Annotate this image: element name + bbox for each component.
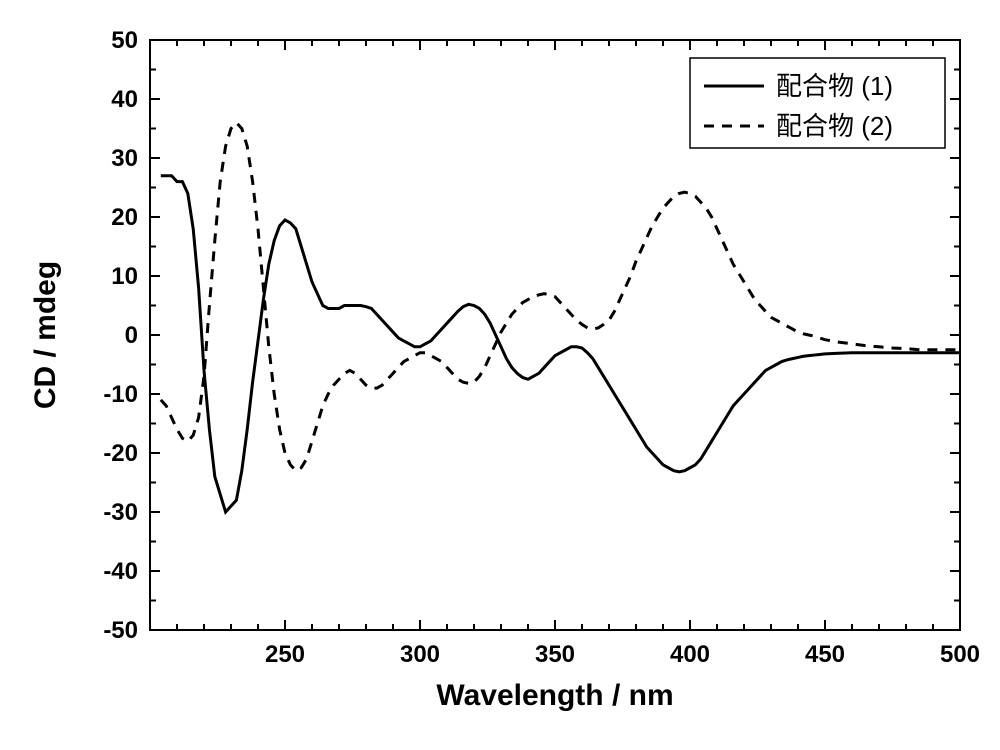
x-axis-label: Wavelength / nm — [436, 679, 673, 712]
y-tick-label: -40 — [103, 558, 138, 585]
x-tick-label: 400 — [670, 641, 710, 668]
x-tick-label: 450 — [805, 641, 845, 668]
series-1 — [161, 176, 960, 512]
cd-spectrum-chart: 250 300 350 400 450 500 -50 -40 -30 -20 -10 0 10 20 30… — [0, 0, 1000, 750]
y-tick-label: -20 — [103, 440, 138, 467]
y-tick-label: 10 — [111, 263, 138, 290]
y-axis-label: CD / mdeg — [29, 261, 62, 409]
y-tick-label: -10 — [103, 381, 138, 408]
y-tick-label: 40 — [111, 86, 138, 113]
x-tick-label: 250 — [265, 641, 305, 668]
legend-label-1: 配合物 (1) — [776, 71, 893, 101]
y-tick-label: 30 — [111, 145, 138, 172]
y-tick-label: -50 — [103, 617, 138, 644]
chart-svg: 250 300 350 400 450 500 -50 -40 -30 -20 -10 0 10 20 30… — [0, 0, 1000, 750]
y-tick-label: 20 — [111, 204, 138, 231]
series-2 — [161, 123, 960, 471]
y-tick-label: -30 — [103, 499, 138, 526]
x-tick-label: 350 — [535, 641, 575, 668]
x-tick-label: 500 — [940, 641, 980, 668]
x-tick-label: 300 — [400, 641, 440, 668]
legend-label-2: 配合物 (2) — [776, 111, 893, 141]
y-tick-label: 50 — [111, 27, 138, 54]
y-tick-label: 0 — [125, 322, 138, 349]
